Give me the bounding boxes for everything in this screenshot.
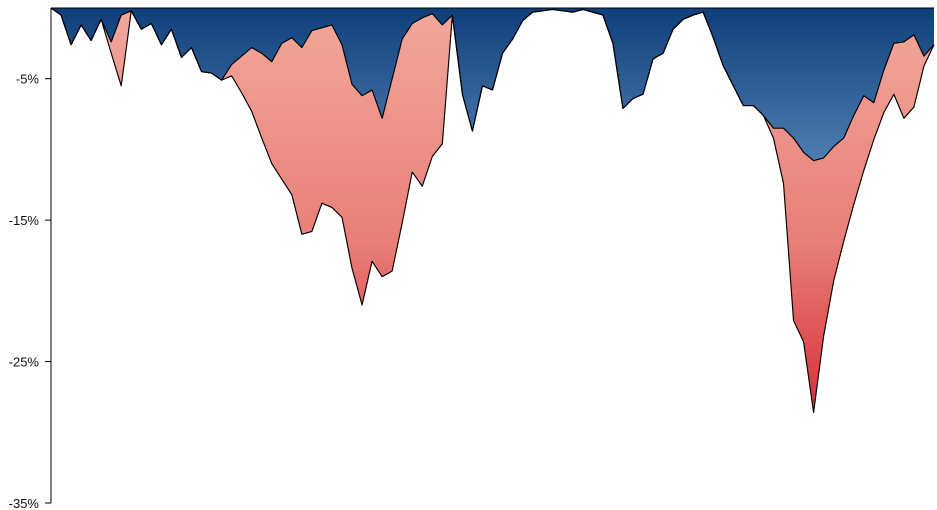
series-area-red bbox=[51, 8, 934, 413]
y-tick-label: -35% bbox=[9, 496, 40, 510]
series-area-blue bbox=[51, 8, 934, 161]
y-tick-label: -5% bbox=[16, 72, 40, 87]
y-tick-group: -5% -15% -25% -35% bbox=[9, 72, 51, 510]
series-line-blue bbox=[50, 7, 935, 162]
y-tick-label: -15% bbox=[9, 213, 40, 228]
y-tick-label: -25% bbox=[9, 355, 40, 370]
